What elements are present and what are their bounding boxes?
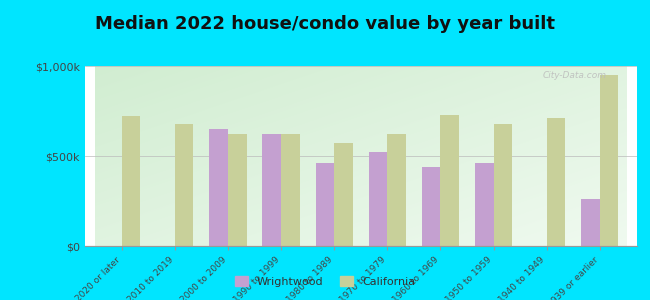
Bar — [547, 118, 566, 246]
Bar — [493, 124, 512, 246]
Bar — [316, 163, 334, 246]
Bar — [334, 143, 353, 246]
Bar — [600, 75, 618, 246]
Legend: Wrightwood, California: Wrightwood, California — [230, 272, 420, 291]
Bar — [369, 152, 387, 246]
Bar — [441, 115, 459, 246]
Bar — [228, 134, 246, 246]
Bar — [475, 163, 493, 246]
Bar — [175, 124, 194, 246]
Bar — [209, 129, 228, 246]
Bar — [387, 134, 406, 246]
Bar — [581, 199, 600, 246]
Bar — [263, 134, 281, 246]
Bar — [422, 167, 441, 246]
Text: Median 2022 house/condo value by year built: Median 2022 house/condo value by year bu… — [95, 15, 555, 33]
Bar — [122, 116, 140, 246]
Text: City-Data.com: City-Data.com — [543, 71, 607, 80]
Bar — [281, 134, 300, 246]
